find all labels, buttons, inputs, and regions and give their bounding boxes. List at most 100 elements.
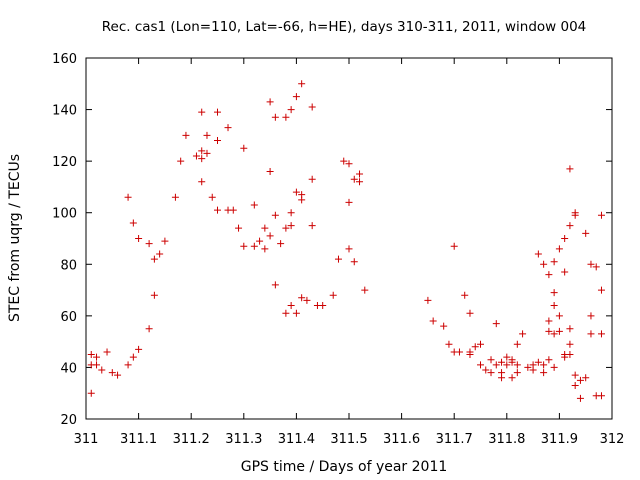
data-point (498, 369, 506, 377)
data-point (266, 98, 274, 106)
data-point (266, 167, 274, 175)
data-point (492, 320, 500, 328)
data-point (214, 206, 221, 214)
data-point (455, 348, 463, 356)
data-point (87, 389, 95, 397)
data-point (545, 327, 553, 335)
data-point (261, 224, 269, 232)
data-point (271, 211, 279, 219)
data-point (303, 296, 311, 304)
x-tick-label: 311.3 (225, 432, 262, 447)
data-point (429, 317, 437, 325)
y-tick-label: 160 (52, 52, 77, 67)
data-point (308, 103, 316, 111)
data-point (282, 113, 290, 121)
data-point (566, 325, 574, 333)
data-point (208, 193, 216, 201)
x-tick-label: 311.5 (330, 432, 367, 447)
data-point (482, 366, 490, 374)
data-point (350, 175, 358, 183)
data-point (340, 157, 348, 165)
data-point (597, 211, 605, 219)
data-point (98, 366, 106, 374)
y-tick-label: 140 (52, 104, 77, 119)
data-point (298, 80, 306, 88)
data-point (150, 255, 158, 263)
data-point (561, 268, 569, 276)
data-point (182, 131, 190, 139)
data-point (519, 330, 527, 338)
data-point (356, 170, 364, 178)
x-tick-label: 311.4 (278, 432, 315, 447)
data-point (198, 108, 206, 116)
data-point (561, 235, 569, 242)
data-point (571, 371, 579, 379)
data-point (287, 106, 295, 114)
x-tick-label: 311 (74, 432, 99, 447)
data-point (550, 330, 558, 338)
data-point (356, 178, 364, 186)
data-point (587, 312, 595, 320)
y-tick-label: 120 (52, 155, 77, 170)
data-point (282, 309, 290, 317)
data-point (229, 206, 237, 214)
data-point (292, 188, 300, 196)
data-point (513, 361, 521, 369)
data-point (466, 309, 474, 317)
data-point (124, 193, 132, 201)
y-axis: 20 40 60 80 100 120 140 160 (52, 52, 612, 428)
data-point (487, 369, 495, 377)
data-point (582, 374, 590, 382)
data-point (108, 369, 116, 377)
data-point (308, 175, 316, 183)
data-point (445, 340, 453, 348)
data-point (177, 157, 185, 165)
data-point (192, 152, 200, 160)
data-point (282, 224, 290, 232)
data-point (114, 371, 122, 379)
data-point (540, 361, 548, 369)
x-axis: 311 311.1 311.2 311.3 311.4 311.5 311.6 311.7 31… (74, 58, 624, 447)
data-point (203, 131, 211, 139)
data-point (271, 281, 279, 289)
data-point (566, 351, 574, 359)
data-point (129, 219, 137, 227)
data-point (292, 309, 300, 317)
data-point (566, 222, 574, 230)
data-point (150, 291, 158, 299)
data-point (424, 296, 432, 304)
data-point (334, 255, 342, 263)
data-point (298, 294, 306, 302)
y-tick-label: 40 (60, 361, 77, 376)
data-point (271, 113, 279, 121)
data-point (566, 165, 574, 173)
data-point (545, 271, 553, 279)
data-point (550, 363, 558, 371)
data-point (571, 211, 579, 219)
y-axis-label: STEC from uqrg / TECUs (7, 154, 23, 322)
x-tick-label: 311.9 (541, 432, 578, 447)
data-point (545, 317, 553, 325)
data-point (277, 240, 285, 248)
data-point (345, 198, 353, 206)
data-point (266, 232, 274, 240)
data-point (287, 222, 295, 230)
data-point (450, 242, 458, 250)
data-point (592, 263, 600, 271)
data-point (582, 229, 590, 237)
data-point (103, 348, 111, 356)
data-point (145, 325, 153, 333)
data-point (555, 245, 563, 253)
data-point (555, 312, 563, 320)
data-point (477, 361, 484, 369)
data-point (576, 394, 584, 402)
data-point (198, 147, 206, 155)
x-axis-label: GPS time / Days of year 2011 (241, 459, 448, 475)
data-point (597, 286, 605, 294)
data-point (566, 340, 574, 348)
x-tick-label: 311.1 (120, 432, 157, 447)
data-point (298, 196, 306, 204)
x-tick-label: 311.6 (383, 432, 420, 447)
data-point (198, 155, 206, 163)
data-point (240, 144, 248, 152)
